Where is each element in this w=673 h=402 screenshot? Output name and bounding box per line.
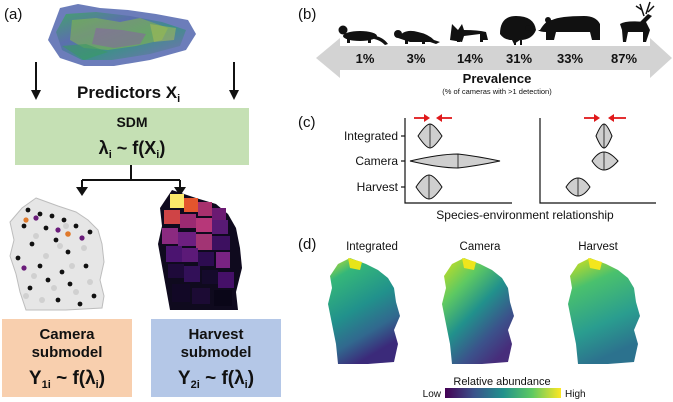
turkey-icon bbox=[500, 16, 536, 45]
prevalence-value: 87% bbox=[611, 51, 637, 66]
prevalence-value: 1% bbox=[356, 51, 375, 66]
abundance-map-harvest bbox=[568, 258, 640, 364]
legend-high-label: High bbox=[565, 389, 586, 400]
map-title-harvest: Harvest bbox=[578, 241, 618, 253]
prevalence-value: 33% bbox=[557, 51, 583, 66]
violin-left-integrated bbox=[417, 123, 443, 149]
red-arrow-pair-left bbox=[414, 114, 452, 122]
violin-left-harvest bbox=[415, 174, 443, 200]
legend-low-label: Low bbox=[423, 389, 442, 400]
violin-right-harvest bbox=[565, 177, 591, 197]
harvest-submodel-box: Harvest submodel Y2i ~ f(λi) bbox=[151, 319, 281, 397]
camera-submodel-line2: submodel bbox=[32, 344, 103, 361]
deer-icon bbox=[620, 1, 655, 42]
prevalence-value: 14% bbox=[457, 51, 483, 66]
predictor-layers-image bbox=[48, 4, 196, 66]
prevalence-value: 3% bbox=[407, 51, 426, 66]
camera-submodel-equation: Y1i ~ f(λi) bbox=[29, 368, 105, 391]
red-arrow-pair-right bbox=[584, 114, 626, 122]
camera-locations-map bbox=[9, 197, 105, 311]
prevalence-subtitle: (% of cameras with >1 detection) bbox=[442, 87, 552, 96]
violin-left-camera bbox=[409, 153, 501, 169]
bracket-arrowhead-left bbox=[76, 187, 88, 196]
row-label-camera: Camera bbox=[355, 154, 398, 168]
violin-right-camera bbox=[591, 151, 619, 171]
harvest-submodel-line2: submodel bbox=[181, 344, 252, 361]
otter-icon bbox=[338, 25, 388, 45]
split-bracket bbox=[81, 165, 181, 190]
prevalence-value: 31% bbox=[506, 51, 532, 66]
sdm-title: SDM bbox=[116, 114, 147, 130]
map-title-camera: Camera bbox=[460, 241, 502, 253]
predictor-arrow-left bbox=[31, 62, 41, 100]
harvest-submodel-equation: Y2i ~ f(λi) bbox=[178, 368, 254, 391]
legend-colorbar bbox=[445, 388, 561, 398]
abundance-map-integrated bbox=[328, 258, 400, 364]
panel-d: (d) Integrated Camera Harvest Relative a… bbox=[298, 236, 640, 400]
violin-right-integrated bbox=[595, 123, 613, 149]
panel-b-letter: (b) bbox=[298, 6, 316, 23]
panel-d-letter: (d) bbox=[298, 236, 316, 253]
species-env-xlabel: Species-environment relationship bbox=[436, 208, 614, 222]
panel-b: (b) bbox=[298, 1, 672, 96]
bear-icon bbox=[538, 16, 600, 40]
camera-submodel-box: Camera submodel Y1i ~ f(λi) bbox=[2, 319, 132, 397]
harvest-submodel-line1: Harvest bbox=[188, 326, 243, 343]
row-label-integrated: Integrated bbox=[344, 129, 398, 143]
bobcat-icon bbox=[450, 24, 488, 42]
weasel-icon bbox=[394, 30, 440, 44]
violin-plot-right-axes bbox=[539, 118, 656, 204]
panel-a: (a) Predictors Xi SDM λi ~ f(Xi) bbox=[2, 4, 281, 397]
predictors-label: Predictors Xi bbox=[77, 83, 180, 105]
prevalence-arrow bbox=[316, 38, 672, 78]
predictor-arrow-right bbox=[229, 62, 239, 100]
violin-plot-left-axes bbox=[401, 118, 512, 204]
legend-title: Relative abundance bbox=[453, 376, 550, 388]
abundance-map-camera bbox=[442, 258, 514, 364]
row-label-harvest: Harvest bbox=[357, 180, 399, 194]
bracket-arrowhead-right bbox=[174, 187, 186, 196]
camera-submodel-line1: Camera bbox=[39, 326, 95, 343]
sdm-box bbox=[15, 108, 249, 165]
sdm-equation: λi ~ f(Xi) bbox=[99, 138, 166, 161]
prevalence-title: Prevalence bbox=[463, 71, 532, 86]
panel-c-letter: (c) bbox=[298, 114, 316, 131]
harvest-map bbox=[158, 190, 242, 310]
panel-a-letter: (a) bbox=[4, 6, 22, 23]
panel-c: (c) Integrated Camera Harvest bbox=[298, 114, 656, 222]
map-title-integrated: Integrated bbox=[346, 241, 398, 253]
